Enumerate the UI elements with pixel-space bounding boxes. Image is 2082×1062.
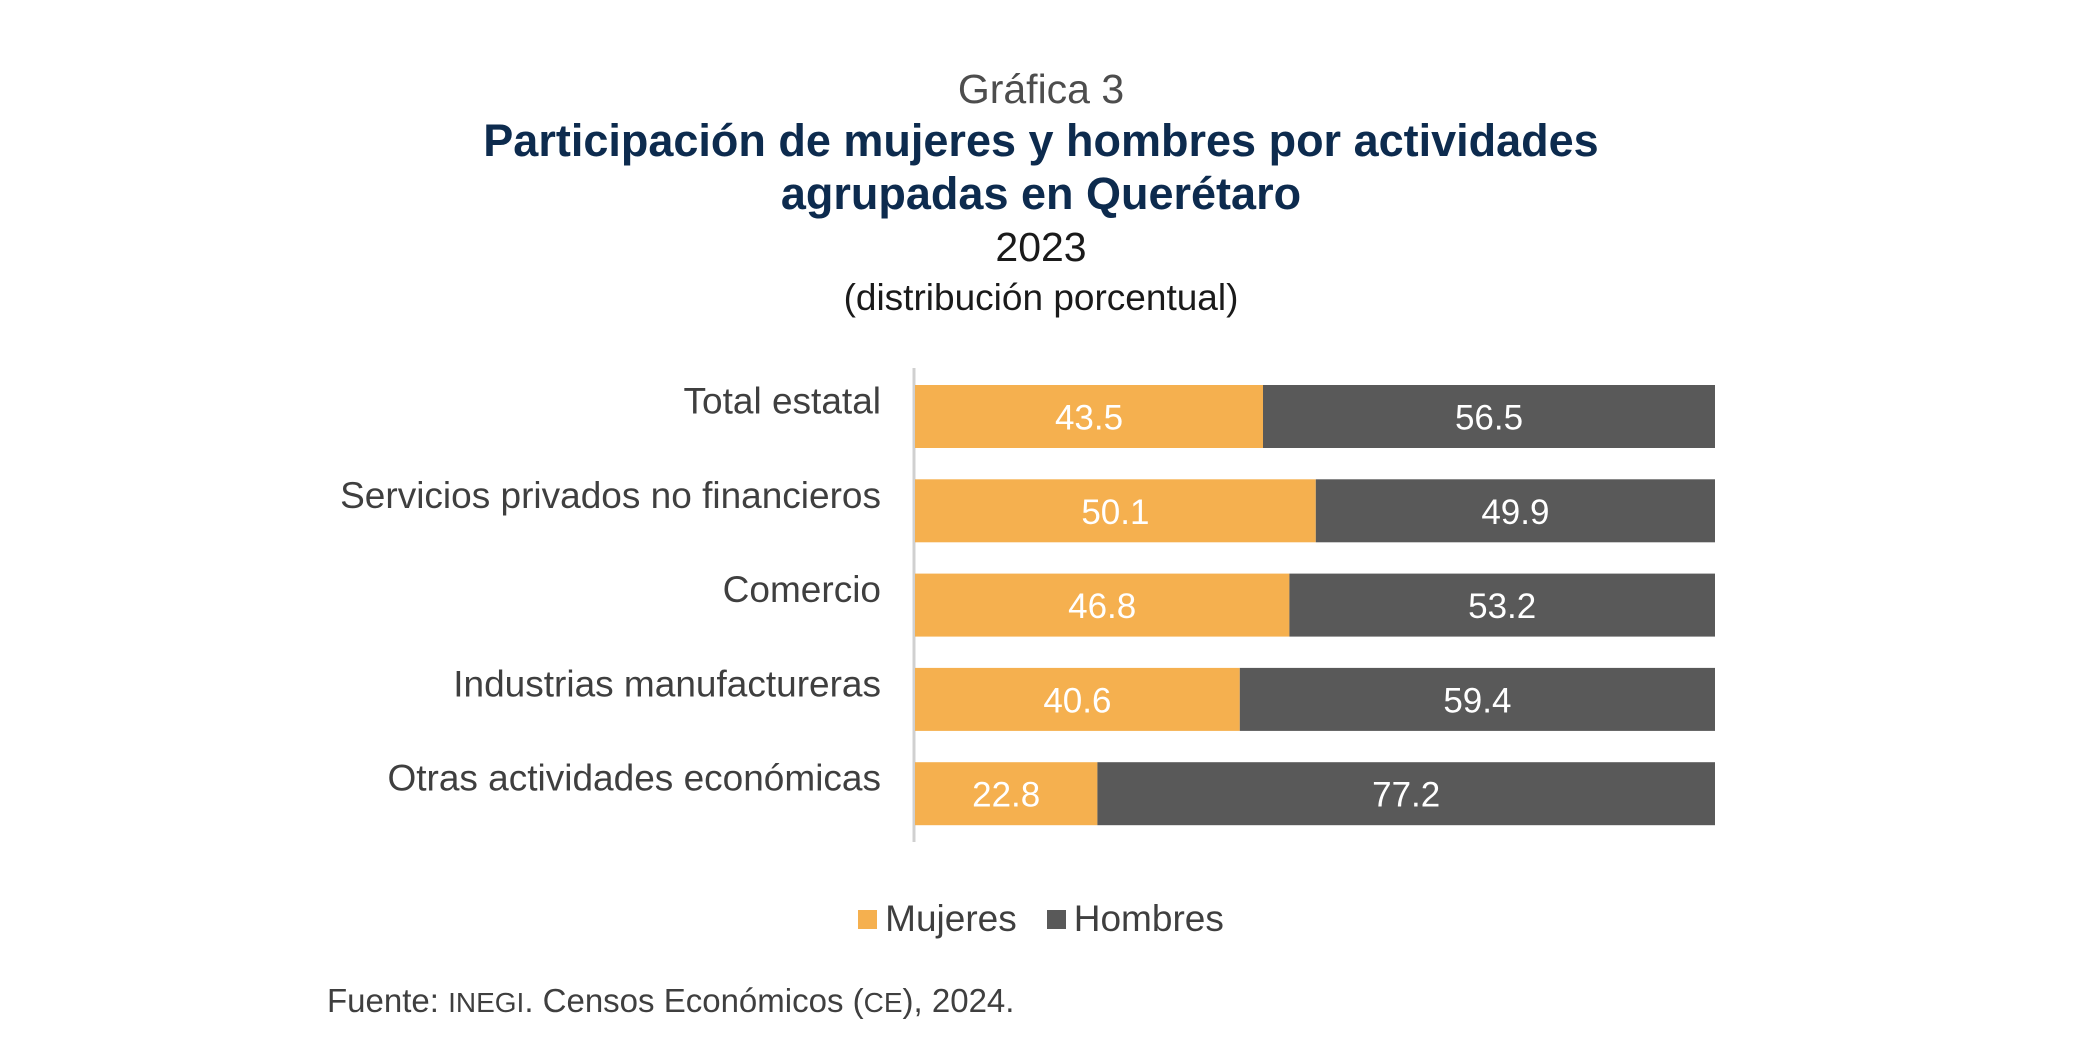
legend-swatch-mujeres [858, 909, 878, 929]
category-label: Otras actividades económicas [387, 758, 881, 799]
bar-mujeres [915, 573, 1290, 637]
bar-mujeres [915, 762, 1098, 826]
source-abbr: CE [863, 987, 903, 1018]
bar-mujeres [915, 385, 1263, 448]
chart-units: (distribución porcentual) [843, 277, 1239, 318]
data-label-hombres: 56.5 [1455, 399, 1523, 438]
bar-hombres [1239, 667, 1715, 731]
bar-mujeres [915, 479, 1316, 543]
bar-hombres [1097, 762, 1715, 826]
data-label-mujeres: 46.8 [1068, 587, 1136, 626]
category-label: Servicios privados no financieros [340, 475, 881, 516]
source-org: INEGI [448, 987, 525, 1018]
data-label-mujeres: 22.8 [972, 776, 1040, 815]
source-prefix: Fuente: [327, 982, 449, 1019]
legend-label-hombres: Hombres [1073, 898, 1224, 939]
bar-mujeres [915, 667, 1240, 731]
bars-group: Total estatal 43.5 56.5 Servicios privados … [340, 381, 1715, 826]
chart-title-line-1: Participación de mujeres y hombres por a… [483, 115, 1599, 166]
category-label: Total estatal [684, 381, 881, 422]
chart-year: 2023 [995, 224, 1087, 270]
source-note: Fuente: INEGI. Censos Económicos (CE), 2… [327, 982, 1014, 1020]
legend-item-hombres: Hombres [1046, 898, 1224, 940]
legend: Mujeres Hombres [0, 898, 2082, 940]
bar-hombres [1289, 573, 1715, 637]
legend-swatch-hombres [1046, 909, 1066, 929]
category-label: Industrias manufactureras [453, 663, 881, 704]
legend-label-mujeres: Mujeres [885, 898, 1017, 939]
chart-kicker: Gráfica 3 [957, 66, 1125, 112]
legend-item-mujeres: Mujeres [858, 898, 1017, 940]
data-label-mujeres: 50.1 [1081, 493, 1149, 532]
data-label-hombres: 53.2 [1468, 587, 1536, 626]
source-mid: . Censos Económicos ( [524, 982, 864, 1019]
data-label-hombres: 49.9 [1481, 493, 1549, 532]
data-label-hombres: 77.2 [1372, 776, 1440, 815]
data-label-mujeres: 40.6 [1043, 681, 1111, 720]
category-label: Comercio [723, 569, 881, 610]
bar-hombres [1315, 479, 1715, 543]
data-label-hombres: 59.4 [1443, 681, 1511, 720]
source-suffix: ), 2024. [902, 982, 1015, 1019]
bar-hombres [1263, 385, 1715, 448]
chart-title-line-2: agrupadas en Querétaro [780, 168, 1302, 219]
data-label-mujeres: 43.5 [1055, 399, 1123, 438]
